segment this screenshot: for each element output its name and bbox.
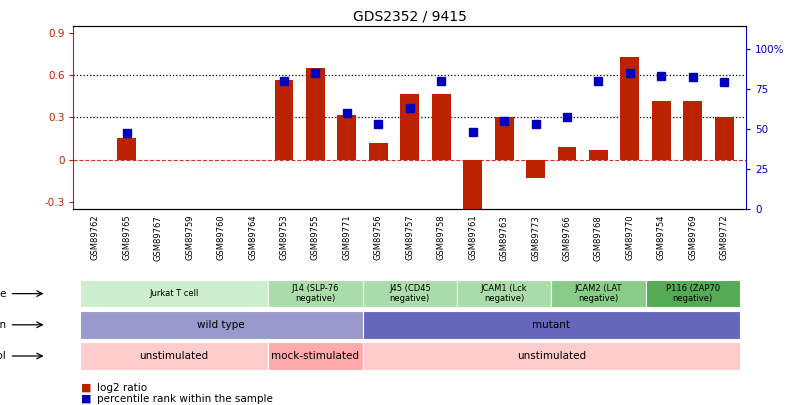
Bar <box>401 94 419 160</box>
Text: J45 (CD45
negative): J45 (CD45 negative) <box>389 284 431 303</box>
Bar <box>362 280 457 307</box>
Bar <box>589 150 608 160</box>
Text: ■: ■ <box>81 383 92 393</box>
Text: wild type: wild type <box>197 320 245 330</box>
Text: unstimulated: unstimulated <box>516 351 586 361</box>
Bar <box>432 94 451 160</box>
Bar <box>551 280 646 307</box>
Text: Jurkat T cell: Jurkat T cell <box>149 289 199 298</box>
Bar <box>369 143 388 160</box>
Text: mock-stimulated: mock-stimulated <box>271 351 359 361</box>
Text: unstimulated: unstimulated <box>140 351 208 361</box>
Text: protocol: protocol <box>0 351 6 361</box>
Bar <box>306 68 325 160</box>
Bar <box>463 160 482 209</box>
Bar <box>80 311 362 339</box>
Bar <box>117 139 136 160</box>
Bar <box>683 100 702 160</box>
Text: cell line: cell line <box>0 289 6 298</box>
Bar <box>715 117 733 160</box>
Text: JCAM2 (LAT
negative): JCAM2 (LAT negative) <box>575 284 622 303</box>
Text: genotype/variation: genotype/variation <box>0 320 6 330</box>
Bar <box>268 342 362 370</box>
Text: ■: ■ <box>81 394 92 403</box>
Bar <box>80 342 268 370</box>
Bar <box>646 280 740 307</box>
Bar <box>652 100 670 160</box>
Text: mutant: mutant <box>532 320 571 330</box>
Title: GDS2352 / 9415: GDS2352 / 9415 <box>353 10 467 24</box>
Bar <box>558 147 576 160</box>
Bar <box>495 117 513 160</box>
Text: percentile rank within the sample: percentile rank within the sample <box>97 394 273 403</box>
Text: P116 (ZAP70
negative): P116 (ZAP70 negative) <box>666 284 720 303</box>
Text: J14 (SLP-76
negative): J14 (SLP-76 negative) <box>292 284 339 303</box>
Bar <box>338 115 357 160</box>
Text: JCAM1 (Lck
negative): JCAM1 (Lck negative) <box>480 284 527 303</box>
Bar <box>526 160 545 178</box>
Text: log2 ratio: log2 ratio <box>97 383 148 393</box>
Bar <box>457 280 551 307</box>
Bar <box>80 280 268 307</box>
Bar <box>362 311 740 339</box>
Bar <box>362 342 740 370</box>
Bar <box>268 280 362 307</box>
Bar <box>620 57 639 160</box>
Bar <box>275 80 294 160</box>
